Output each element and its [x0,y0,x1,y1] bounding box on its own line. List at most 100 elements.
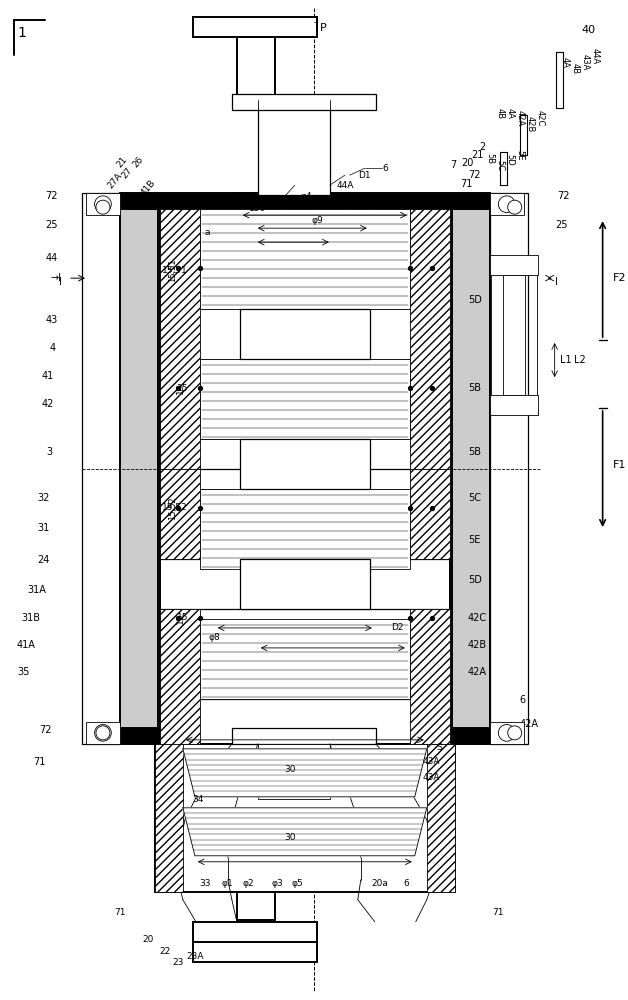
Text: 41: 41 [41,371,54,381]
Text: 23: 23 [172,958,183,967]
Text: F1: F1 [613,460,626,470]
Text: 4B: 4B [570,63,579,74]
Bar [490,193,528,744]
Text: S: S [437,743,443,752]
Text: D1: D1 [359,171,371,180]
Text: 27A: 27A [106,171,124,190]
Text: 50: 50 [272,449,284,458]
Bar [160,469,200,559]
Text: 20: 20 [142,935,154,944]
Text: 26: 26 [131,155,145,169]
Text: 5D: 5D [468,575,482,585]
Text: 150B: 150B [231,192,254,201]
Text: 72: 72 [40,725,52,735]
Text: 4A: 4A [560,57,569,68]
Text: F2: F2 [613,273,626,283]
Text: I: I [59,277,62,287]
Text: 71: 71 [33,757,46,767]
Text: T: T [245,448,251,458]
Text: b: b [147,192,153,201]
Text: 42A: 42A [520,719,539,729]
Text: A: A [311,331,318,340]
Text: 21: 21 [115,155,129,169]
Text: 5D: 5D [468,295,482,305]
Text: 50: 50 [289,323,301,333]
Bar [240,439,370,489]
Text: 72: 72 [468,170,480,180]
Text: 24: 24 [38,555,50,565]
Bar [200,209,409,309]
Circle shape [95,725,111,741]
Text: D2: D2 [391,623,404,632]
Circle shape [96,726,110,740]
Circle shape [499,725,515,741]
Text: 15,52: 15,52 [168,496,177,520]
Text: 4B: 4B [495,108,504,119]
Text: 6: 6 [520,695,526,705]
Text: 5E: 5E [515,150,524,160]
Text: 40: 40 [582,25,596,35]
Bar [490,395,538,415]
Text: P: P [320,23,327,33]
Text: a: a [204,228,210,237]
Text: 43A: 43A [580,54,589,70]
Text: 30: 30 [284,765,296,774]
Text: 43A: 43A [423,773,440,782]
Text: 71: 71 [114,908,126,917]
Text: 23A: 23A [186,952,203,961]
Text: 27: 27 [120,166,134,180]
Bar [120,200,158,740]
Bar [120,193,490,209]
Circle shape [95,196,111,213]
Text: L1: L1 [560,355,571,365]
Text: L2: L2 [573,355,585,365]
Text: 15,51: 15,51 [168,258,177,282]
Bar [240,309,370,359]
Text: 2: 2 [480,142,486,152]
Text: 5B: 5B [468,383,480,393]
Text: T: T [245,449,251,458]
Text: 42A: 42A [515,110,524,126]
Bar [409,209,450,469]
Text: 72: 72 [45,191,58,201]
Text: 5D: 5D [505,154,514,166]
Text: A: A [311,331,318,340]
Bar [86,193,120,215]
Bar [237,37,275,95]
Text: A: A [295,449,301,458]
Bar [258,100,330,195]
Bar [155,744,455,892]
Bar [200,489,409,569]
Text: 50: 50 [289,324,301,333]
Bar [232,94,376,110]
Text: 42A: 42A [468,667,487,677]
Text: φ3: φ3 [272,879,284,888]
Text: φ9: φ9 [312,216,323,225]
Text: 15: 15 [176,382,185,394]
Bar [193,17,317,37]
Text: 6: 6 [382,164,387,173]
Text: 4: 4 [50,343,56,353]
Text: 25: 25 [45,220,58,230]
Text: 50: 50 [272,449,284,458]
Bar [409,469,450,559]
Text: 20: 20 [462,158,474,168]
Bar [200,359,409,439]
Text: 5E: 5E [468,535,480,545]
Text: 43: 43 [46,315,58,325]
Text: 20a: 20a [371,879,388,888]
Text: φ2: φ2 [242,879,254,888]
Text: 31A: 31A [27,585,46,595]
Bar [490,193,524,215]
Text: 35: 35 [18,667,30,677]
Bar [237,862,275,920]
Text: 5C: 5C [495,160,504,171]
Text: φ5: φ5 [292,879,304,888]
Bar [120,728,490,744]
Circle shape [499,196,515,213]
Circle shape [96,200,110,214]
Text: 72: 72 [558,191,570,201]
Text: 4A: 4A [505,108,514,119]
Text: 31: 31 [38,523,50,533]
Text: 31B: 31B [21,613,40,623]
